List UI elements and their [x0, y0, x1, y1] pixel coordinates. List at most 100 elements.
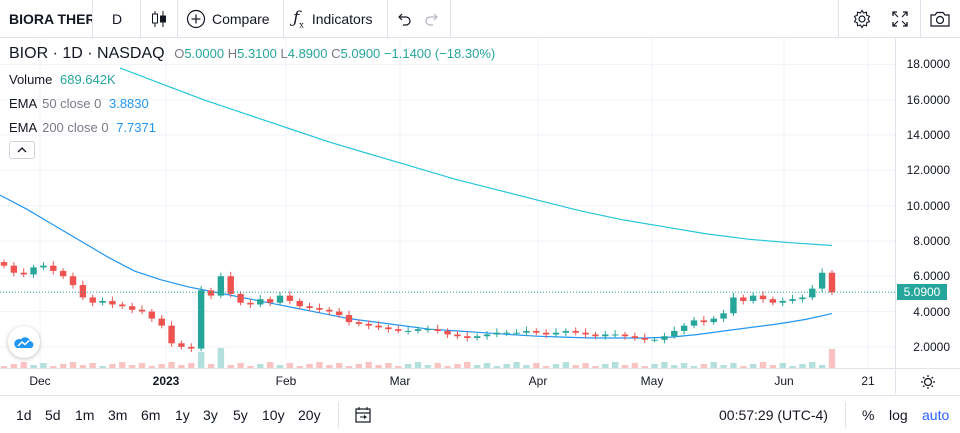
time-axis[interactable]: Dec 2023 Feb Mar Apr May Jun 21: [0, 368, 895, 394]
redo-button[interactable]: [424, 0, 440, 38]
toolbar-divider: [177, 0, 178, 38]
ema50-legend[interactable]: EMA 50 close 0 3.8830: [9, 96, 149, 111]
candle: [611, 330, 619, 338]
range-button-3y[interactable]: 3y: [203, 407, 218, 423]
volume-bar: [572, 365, 579, 368]
range-button-10y[interactable]: 10y: [262, 407, 285, 423]
candle: [365, 320, 372, 330]
price-tick-label: 4.0000: [913, 304, 950, 319]
range-button-1y[interactable]: 1y: [175, 407, 190, 423]
interval-button[interactable]: D: [112, 11, 123, 27]
candle: [188, 343, 195, 353]
range-button-20y[interactable]: 20y: [298, 407, 321, 423]
candle: [217, 272, 225, 299]
toolbar-divider: [140, 0, 141, 38]
candle: [414, 326, 422, 334]
undo-button[interactable]: [396, 0, 412, 38]
chart-grid: [0, 38, 895, 368]
volume-bar: [690, 366, 698, 368]
range-button-1m[interactable]: 1m: [75, 407, 95, 423]
candle: [69, 272, 77, 289]
low-value: 4.8900: [287, 46, 328, 61]
volume-bar: [276, 365, 284, 368]
price-chart[interactable]: [0, 38, 895, 368]
tradingview-logo[interactable]: [8, 326, 40, 358]
candle: [10, 262, 18, 277]
candle: [641, 333, 648, 344]
candle: [296, 298, 303, 309]
candle: [749, 292, 757, 304]
axis-settings-corner[interactable]: [895, 368, 960, 394]
volume-bar: [306, 364, 313, 368]
volume-bar: [375, 365, 382, 368]
change-value: −1.1400 (−18.30%): [383, 46, 496, 61]
candle: [473, 333, 481, 341]
auto-scale-toggle[interactable]: auto: [922, 407, 950, 423]
range-button-3m[interactable]: 3m: [108, 407, 128, 423]
range-button-1d[interactable]: 1d: [16, 407, 32, 423]
candle: [533, 328, 540, 336]
candle: [355, 319, 363, 327]
candle: [542, 329, 550, 338]
candle: [247, 299, 254, 308]
candle: [572, 327, 579, 336]
open-label: O: [174, 46, 185, 61]
candle: [286, 291, 294, 305]
volume-legend[interactable]: Volume 689.642K: [9, 72, 116, 87]
volume-bar: [178, 365, 185, 368]
price-tick-label: 6.0000: [913, 269, 950, 284]
log-scale-toggle[interactable]: log: [889, 407, 908, 423]
open-value: 5.0000: [184, 46, 225, 61]
candle: [828, 270, 836, 295]
range-button-5y[interactable]: 5y: [233, 407, 248, 423]
candle: [582, 328, 589, 338]
fullscreen-button[interactable]: [891, 0, 909, 38]
candle: [158, 315, 165, 329]
percent-scale-toggle[interactable]: %: [862, 407, 875, 423]
volume-bar: [79, 365, 87, 368]
volume-bar: [138, 363, 146, 368]
time-tick-label: Dec: [29, 374, 51, 388]
legend-collapse-button[interactable]: [9, 141, 35, 159]
volume-bar: [602, 364, 609, 368]
ema50-value: 3.8830: [108, 96, 149, 111]
ema200-legend[interactable]: EMA 200 close 0 7.7371: [9, 120, 156, 135]
settings-button[interactable]: [852, 0, 872, 38]
volume-bar: [345, 366, 353, 368]
camera-icon: [930, 11, 950, 27]
range-button-6m[interactable]: 6m: [141, 407, 161, 423]
range-button-5d[interactable]: 5d: [45, 407, 61, 423]
candle: [789, 294, 796, 304]
price-axis[interactable]: 18.0000 16.0000 14.0000 12.0000 10.0000 8.000…: [895, 38, 960, 368]
time-tick-label: Jun: [774, 374, 794, 388]
candle: [710, 315, 717, 325]
volume-bar: [20, 362, 27, 368]
cloud-chart-icon: [14, 337, 34, 348]
toolbar-divider: [845, 402, 846, 428]
volume-bar: [326, 365, 333, 368]
candle: [680, 323, 688, 335]
compare-button[interactable]: Compare: [186, 0, 270, 38]
symbol-search[interactable]: BIORA THER: [9, 11, 92, 27]
time-tick-label: Feb: [275, 374, 297, 388]
chart-type-button[interactable]: [150, 0, 168, 38]
snapshot-button[interactable]: [929, 0, 951, 38]
candle: [335, 308, 343, 318]
candle: [119, 301, 126, 309]
candlestick-series: [0, 259, 836, 353]
volume-bar: [207, 364, 215, 368]
volume-bar: [296, 366, 303, 368]
candle: [464, 331, 471, 342]
indicators-button[interactable]: ƒx Indicators: [293, 0, 373, 38]
indicators-label: Indicators: [311, 11, 373, 27]
toolbar-divider: [338, 402, 339, 428]
ohlc-values: O5.0000 H5.3100 L4.8900 C5.0900 −1.1400 …: [174, 46, 495, 61]
legend-title[interactable]: BIOR · 1D · NASDAQ: [9, 45, 165, 62]
ema50-line: [0, 194, 833, 339]
volume-bar: [89, 363, 96, 368]
candle: [148, 308, 156, 323]
volume-bar: [799, 364, 806, 368]
volume-bar: [414, 362, 422, 368]
clock-timezone[interactable]: 00:57:29 (UTC-4): [719, 407, 828, 423]
goto-date-button[interactable]: [354, 406, 372, 429]
